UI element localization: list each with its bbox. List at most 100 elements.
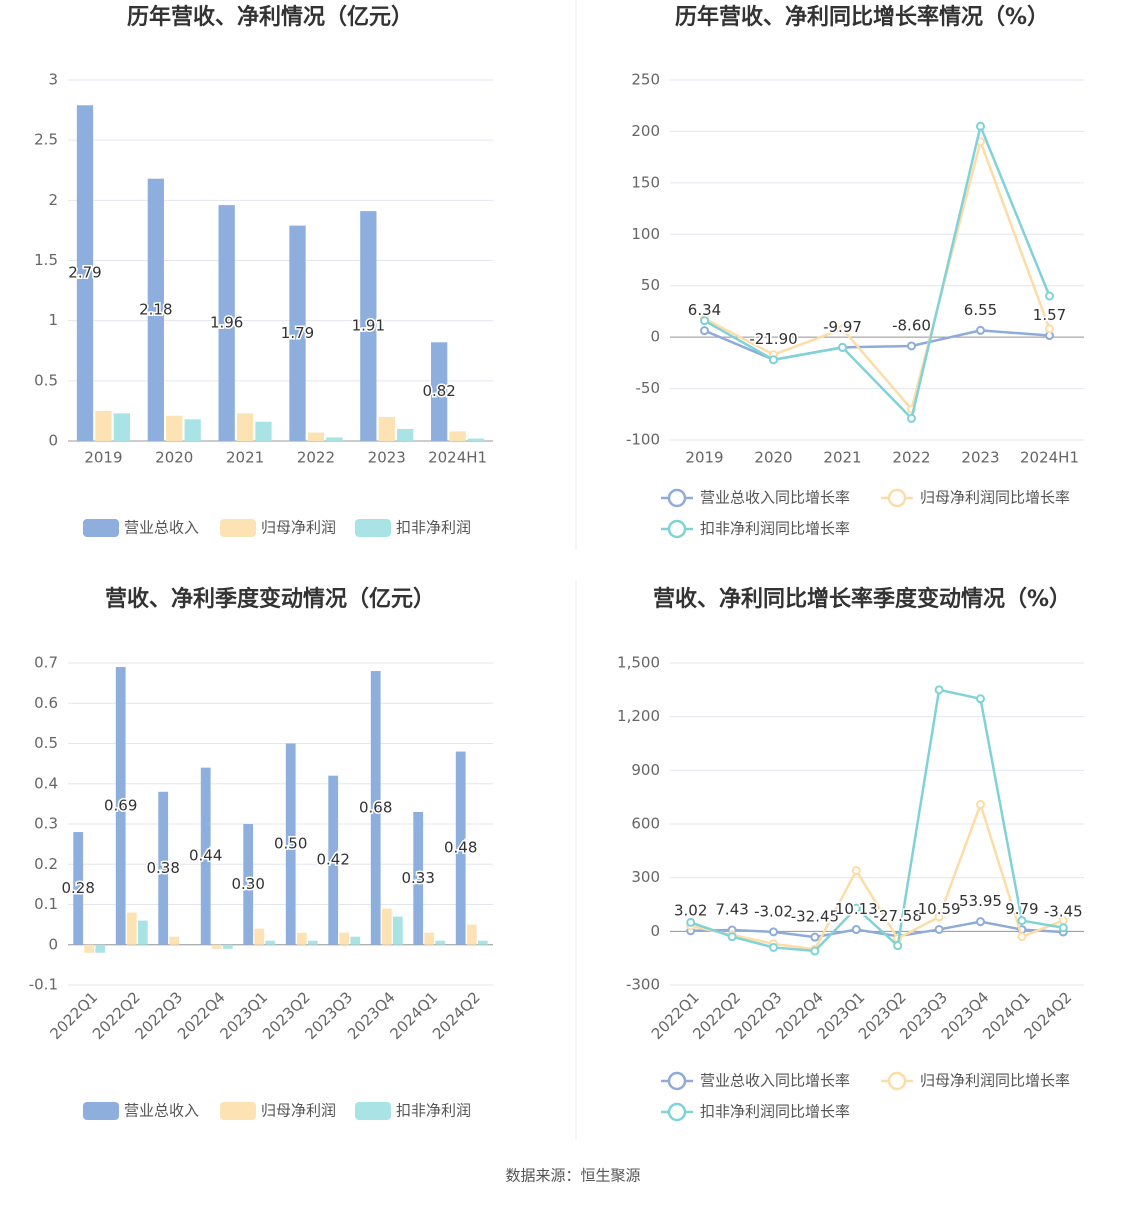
legend-label: 归母净利润同比增长率 [920, 489, 1070, 507]
chart-title: 历年营收、净利同比增长率情况（%） [675, 4, 1049, 30]
bar [126, 912, 137, 945]
x-tick-label: 2019 [685, 449, 723, 467]
point [976, 694, 985, 704]
x-tick-label: 2021 [226, 449, 264, 467]
bar [255, 421, 272, 441]
point [1045, 324, 1054, 334]
data-label: 0.82 [422, 382, 455, 400]
data-label: 0.68 [359, 798, 392, 816]
y-tick-label: 0.2 [34, 855, 58, 873]
data-label: -3.02 [754, 902, 793, 920]
legend-swatch [667, 1102, 687, 1122]
bar [84, 944, 95, 953]
bar [307, 940, 318, 945]
line [690, 688, 1064, 953]
bar [95, 410, 112, 441]
chart-title: 营收、净利同比增长率季度变动情况（%） [653, 586, 1071, 612]
data-label: 1.79 [281, 324, 314, 342]
point [907, 413, 916, 423]
y-tick-label: 0 [48, 935, 58, 953]
bar [435, 940, 446, 945]
data-label: 2.18 [139, 300, 172, 318]
y-tick-label: 3 [48, 71, 58, 89]
bar [76, 105, 94, 442]
line [703, 137, 1051, 412]
y-tick-label: 2 [48, 191, 58, 209]
data-label: 0.44 [189, 847, 222, 865]
point [976, 917, 985, 927]
data-label: 0.48 [444, 839, 477, 857]
bar [378, 416, 395, 441]
bar [200, 767, 211, 945]
point [1045, 291, 1054, 301]
data-label: 0.69 [104, 796, 137, 814]
x-tick-label: 2020 [754, 449, 792, 467]
y-tick-label: 0 [650, 328, 660, 346]
point [907, 341, 916, 351]
point [976, 121, 985, 131]
bar [328, 775, 339, 945]
x-tick-label: 2024H1 [1020, 449, 1079, 467]
bar [307, 432, 325, 441]
data-label: 2.79 [68, 264, 101, 282]
data-label: 0.30 [231, 875, 264, 893]
data-label: 0.42 [316, 851, 349, 869]
line [690, 920, 1064, 939]
data-label: 0.33 [401, 869, 434, 887]
y-tick-label: 0.6 [34, 694, 58, 712]
y-tick-label: 0.1 [34, 895, 58, 913]
data-label: 0.50 [274, 835, 307, 853]
data-label: 7.43 [715, 901, 748, 919]
x-tick-label: 2023 [368, 449, 406, 467]
point [851, 903, 861, 913]
data-label: -9.97 [823, 318, 862, 336]
bar [350, 936, 361, 945]
bar [455, 751, 466, 945]
data-label: 53.95 [959, 892, 1002, 910]
point [934, 924, 944, 934]
bar [147, 178, 164, 441]
y-tick-label: 1,500 [617, 654, 660, 672]
data-label: 1.57 [1033, 306, 1066, 324]
legend-swatch [667, 488, 687, 508]
bar [370, 671, 381, 945]
y-tick-label: 900 [631, 761, 660, 779]
point [976, 325, 985, 335]
legend-swatch [887, 488, 907, 508]
legend-swatch [355, 519, 391, 537]
x-tick-label: 2022 [892, 449, 930, 467]
point [810, 946, 820, 956]
legend-label: 扣非净利润同比增长率 [700, 1103, 850, 1121]
point [851, 866, 861, 876]
bar [113, 413, 130, 441]
bar [397, 428, 414, 441]
line [690, 800, 1064, 951]
bar [73, 832, 84, 945]
y-tick-label: 200 [631, 122, 660, 140]
point [810, 932, 820, 942]
data-label: -32.45 [791, 908, 839, 926]
y-tick-label: -50 [636, 379, 661, 397]
y-tick-label: 600 [631, 815, 660, 833]
legend-label: 归母净利润同比增长率 [920, 1072, 1070, 1090]
x-tick-label: 2024H1 [428, 449, 487, 467]
bar [339, 932, 350, 945]
legend-swatch [220, 519, 256, 537]
legend-label: 归母净利润 [261, 519, 336, 537]
data-label: 3.02 [674, 901, 707, 919]
chart-title: 历年营收、净利情况（亿元） [127, 4, 413, 30]
y-tick-label: 0 [48, 432, 58, 450]
y-tick-label: 1,200 [617, 707, 660, 725]
data-label: -8.60 [892, 316, 931, 334]
y-tick-label: 250 [631, 71, 660, 89]
point [976, 799, 985, 809]
bar [285, 743, 296, 945]
bar [360, 211, 377, 441]
point [727, 932, 737, 942]
bar [222, 944, 233, 949]
bar [184, 419, 201, 441]
x-tick-label: 2019 [84, 449, 122, 467]
point [686, 917, 696, 927]
bar [158, 791, 169, 945]
